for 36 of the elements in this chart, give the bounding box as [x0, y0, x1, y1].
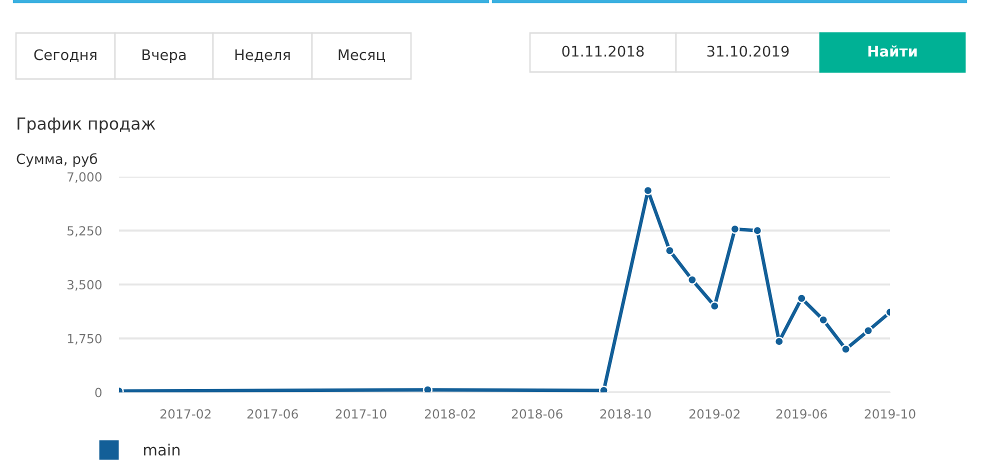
text: Месяц	[338, 49, 385, 62]
point	[730, 224, 740, 234]
y-tick-label: 1,750	[68, 334, 102, 345]
x-tick-label: 2019-10	[864, 409, 916, 419]
text: Вчера	[142, 49, 186, 64]
text: 31.10.2019	[707, 46, 789, 57]
text: Неделя	[235, 49, 290, 62]
point	[818, 315, 828, 325]
point	[710, 301, 720, 311]
point	[796, 294, 806, 304]
legend-label: main	[144, 444, 180, 456]
x-tick-label: 2017-06	[247, 409, 298, 419]
point	[422, 384, 433, 392]
point	[752, 226, 762, 236]
text: Сегодня	[34, 49, 96, 62]
y-tick-label: 7,000	[68, 172, 102, 183]
x-tick-label: 2018-10	[600, 409, 651, 419]
point	[863, 326, 874, 336]
point	[840, 344, 851, 354]
text: 01.11.2018	[562, 46, 644, 57]
text: Найти	[868, 45, 917, 57]
x-tick-label: 2019-02	[689, 409, 740, 419]
x-tick-label: 2019-06	[776, 409, 827, 419]
x-tick-label: 2017-02	[160, 409, 211, 419]
point	[774, 336, 784, 346]
point	[643, 186, 653, 196]
chart-title: График продаж	[18, 117, 156, 134]
y-axis-title: Сумма, руб	[16, 153, 98, 167]
x-tick-label: 2018-02	[424, 409, 476, 419]
point	[664, 246, 675, 256]
y-tick-label: 5,250	[68, 226, 102, 237]
x-tick-label: 2018-06	[512, 409, 562, 419]
point	[687, 275, 698, 285]
y-tick-label: 3,500	[68, 280, 102, 291]
y-tick-label: 0	[95, 388, 102, 398]
x-tick-label: 2017-10	[336, 409, 386, 419]
